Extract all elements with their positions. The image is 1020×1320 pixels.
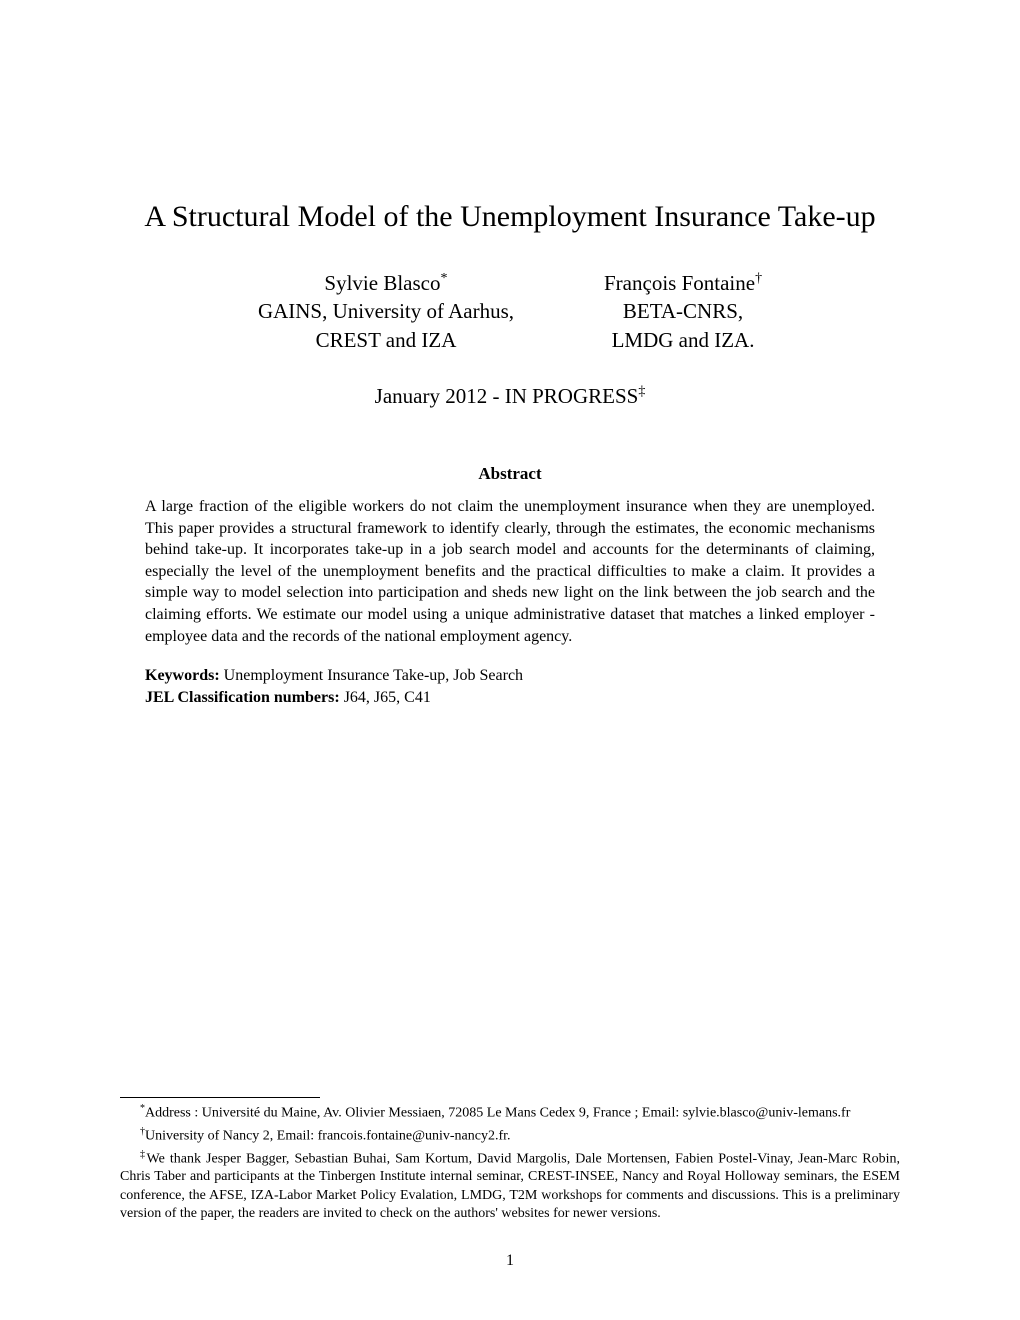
page-container: A Structural Model of the Unemployment I… — [0, 0, 1020, 1320]
author-name-text-2: François Fontaine — [604, 271, 755, 295]
author-affil-1a: GAINS, University of Aarhus, — [258, 297, 514, 325]
author-affil-1b: CREST and IZA — [258, 326, 514, 354]
author-marker-2: † — [755, 271, 762, 286]
page-content: A Structural Model of the Unemployment I… — [0, 0, 1020, 778]
abstract-heading: Abstract — [120, 464, 900, 484]
author-block-1: Sylvie Blasco* GAINS, University of Aarh… — [258, 269, 514, 354]
author-block-2: François Fontaine† BETA-CNRS, LMDG and I… — [604, 269, 762, 354]
footnote-2: †University of Nancy 2, Email: francois.… — [120, 1125, 900, 1146]
date-line: January 2012 - IN PROGRESS‡ — [120, 384, 900, 409]
authors-row: Sylvie Blasco* GAINS, University of Aarh… — [120, 269, 900, 354]
keywords-line: Keywords: Unemployment Insurance Take-up… — [145, 665, 875, 687]
keywords-label: Keywords: — [145, 667, 220, 684]
author-name-1: Sylvie Blasco* — [258, 269, 514, 297]
jel-text: J64, J65, C41 — [344, 689, 431, 706]
footnote-text-1: Address : Université du Maine, Av. Olivi… — [145, 1106, 850, 1121]
jel-label: JEL Classification numbers: — [145, 689, 340, 706]
keywords-text: Unemployment Insurance Take-up, Job Sear… — [224, 667, 523, 684]
footnote-rule — [120, 1097, 320, 1098]
author-name-text-1: Sylvie Blasco — [324, 271, 440, 295]
page-number: 1 — [0, 1252, 1020, 1270]
footnote-text-2: University of Nancy 2, Email: francois.f… — [145, 1128, 511, 1143]
keywords-block: Keywords: Unemployment Insurance Take-up… — [145, 665, 875, 708]
author-marker-1: * — [441, 271, 448, 286]
author-name-2: François Fontaine† — [604, 269, 762, 297]
footnote-3: ‡We thank Jesper Bagger, Sebastian Buhai… — [120, 1148, 900, 1223]
date-text: January 2012 - IN PROGRESS — [375, 384, 639, 408]
footnote-text-3: We thank Jesper Bagger, Sebastian Buhai,… — [120, 1151, 900, 1221]
footnote-1: *Address : Université du Maine, Av. Oliv… — [120, 1102, 900, 1123]
jel-line: JEL Classification numbers: J64, J65, C4… — [145, 687, 875, 709]
date-marker: ‡ — [638, 384, 645, 399]
author-affil-2b: LMDG and IZA. — [604, 326, 762, 354]
footnotes-block: *Address : Université du Maine, Av. Oliv… — [120, 1097, 900, 1225]
author-affil-2a: BETA-CNRS, — [604, 297, 762, 325]
abstract-body: A large fraction of the eligible workers… — [145, 496, 875, 647]
paper-title: A Structural Model of the Unemployment I… — [120, 200, 900, 234]
